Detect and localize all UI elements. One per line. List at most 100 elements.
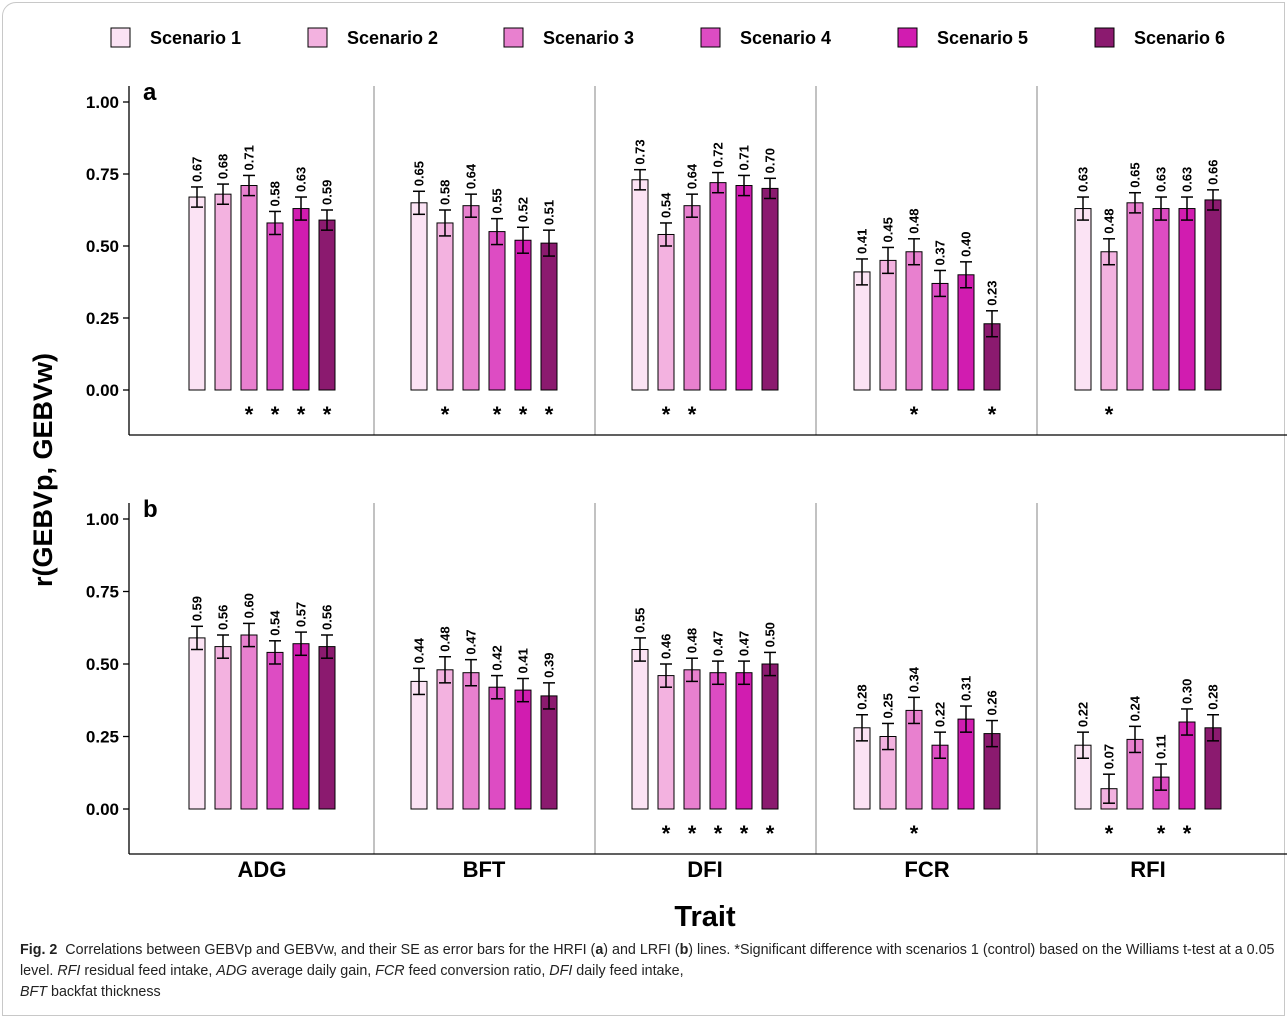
data-label: 0.47 xyxy=(737,631,752,656)
bar xyxy=(761,187,779,391)
y-tick-label: 0.50 xyxy=(86,237,119,256)
bar xyxy=(214,193,232,391)
data-label: 0.44 xyxy=(412,637,427,663)
data-label: 0.59 xyxy=(320,180,335,205)
bar-group-bft: 0.44 0.48 0.47 0.42 0.41 0.39 xyxy=(410,626,558,810)
caption-abbr-fcr: FCR xyxy=(375,963,405,979)
data-label: 0.41 xyxy=(855,229,870,254)
data-label: 0.23 xyxy=(985,280,1000,305)
caption-panel-a: a xyxy=(595,942,604,958)
y-tick-label: 0.50 xyxy=(86,655,119,674)
bar-group-rfi: 0.63 0.48 * 0.65 0.63 0.63 0.66 xyxy=(1074,160,1222,427)
data-label: 0.42 xyxy=(490,645,505,670)
significance-marker: * xyxy=(1157,821,1166,846)
data-label: 0.67 xyxy=(190,157,205,182)
caption-text: ) and LRFI ( xyxy=(603,942,680,958)
data-label: 0.46 xyxy=(659,634,674,659)
legend-swatch xyxy=(503,27,524,48)
caption-abbr-rfi: RFI xyxy=(57,963,81,979)
significance-marker: * xyxy=(519,402,528,427)
legend-item-scenario-3: Scenario 3 xyxy=(503,27,634,48)
legend-item-scenario-6: Scenario 6 xyxy=(1094,27,1225,48)
data-label: 0.48 xyxy=(1102,208,1117,233)
bar xyxy=(514,689,532,810)
data-label: 0.63 xyxy=(1076,167,1091,192)
bar xyxy=(657,233,675,391)
bar-group-bft: 0.65 0.58 * 0.64 0.55 * 0.52 * 0.51 * xyxy=(410,161,558,427)
bar xyxy=(240,185,258,391)
data-label: 0.63 xyxy=(1154,167,1169,192)
y-tick-label: 0.25 xyxy=(86,728,119,747)
significance-marker: * xyxy=(245,402,254,427)
data-label: 0.55 xyxy=(490,188,505,213)
figure-label: Fig. 2 xyxy=(20,942,58,958)
bar xyxy=(905,709,923,810)
bar xyxy=(410,202,428,391)
data-label: 0.68 xyxy=(216,154,231,179)
legend-swatch xyxy=(700,27,721,48)
y-axis-title: r(GEBVp, GEBVw) xyxy=(28,353,58,587)
bar xyxy=(683,205,701,391)
data-label: 0.56 xyxy=(320,605,335,630)
significance-marker: * xyxy=(1105,402,1114,427)
panel-a: a0.000.250.500.751.000.67 0.68 0.71*0.58*0… xyxy=(86,79,1287,436)
bar xyxy=(709,672,727,810)
data-label: 0.41 xyxy=(516,648,531,673)
data-label: 0.45 xyxy=(881,217,896,242)
data-label: 0.64 xyxy=(464,163,479,189)
bar xyxy=(292,208,310,391)
bar xyxy=(761,663,779,810)
data-label: 0.56 xyxy=(216,605,231,630)
bar xyxy=(1204,199,1222,391)
caption-text: Correlations between GEBVp and GEBVw, an… xyxy=(65,942,596,958)
data-label: 0.59 xyxy=(190,596,205,621)
bar xyxy=(266,651,284,810)
caption-abbr-bft: BFT xyxy=(20,984,48,1000)
data-label: 0.39 xyxy=(542,653,557,678)
significance-marker: * xyxy=(910,402,919,427)
bar xyxy=(1126,202,1144,391)
legend-item-scenario-5: Scenario 5 xyxy=(897,27,1028,48)
legend-item-scenario-2: Scenario 2 xyxy=(307,27,438,48)
data-label: 0.47 xyxy=(711,631,726,656)
data-label: 0.70 xyxy=(763,148,778,173)
bar xyxy=(1074,208,1092,391)
bar xyxy=(631,649,649,810)
significance-marker: * xyxy=(493,402,502,427)
bar xyxy=(631,179,649,391)
bar xyxy=(410,680,428,810)
data-label: 0.54 xyxy=(659,192,674,218)
bar xyxy=(931,282,949,391)
y-tick-label: 0.00 xyxy=(86,800,119,819)
caption-abbr-adg: ADG xyxy=(216,963,248,979)
caption-text: residual feed intake, xyxy=(80,963,217,979)
data-label: 0.28 xyxy=(855,684,870,709)
data-label: 0.55 xyxy=(633,608,648,633)
data-label: 0.11 xyxy=(1154,734,1169,759)
significance-marker: * xyxy=(662,402,671,427)
data-label: 0.71 xyxy=(242,145,257,170)
data-label: 0.63 xyxy=(1180,167,1195,192)
data-label: 0.60 xyxy=(242,593,257,618)
data-label: 0.58 xyxy=(268,181,283,206)
data-label: 0.48 xyxy=(438,626,453,651)
significance-marker: * xyxy=(688,821,697,846)
significance-marker: * xyxy=(1105,821,1114,846)
data-label: 0.65 xyxy=(412,161,427,186)
bar xyxy=(879,259,897,391)
data-label: 0.52 xyxy=(516,197,531,222)
panel-b: b0.000.250.500.751.000.59 0.56 0.600.54 0.5… xyxy=(86,496,1287,855)
caption-text: average daily gain, xyxy=(247,963,376,979)
figure-caption: Fig. 2 Correlations between GEBVp and GE… xyxy=(20,940,1280,1003)
legend-swatch xyxy=(307,27,328,48)
bar xyxy=(1152,208,1170,391)
bar xyxy=(318,646,336,810)
x-axis-title: Trait xyxy=(674,901,736,933)
bar xyxy=(488,686,506,810)
significance-marker: * xyxy=(910,821,919,846)
data-label: 0.30 xyxy=(1180,679,1195,704)
bar xyxy=(462,205,480,391)
data-label: 0.51 xyxy=(542,200,557,225)
bar-group-dfi: 0.73 0.54 * 0.64 * 0.72 0.71 0.70 xyxy=(631,139,779,427)
